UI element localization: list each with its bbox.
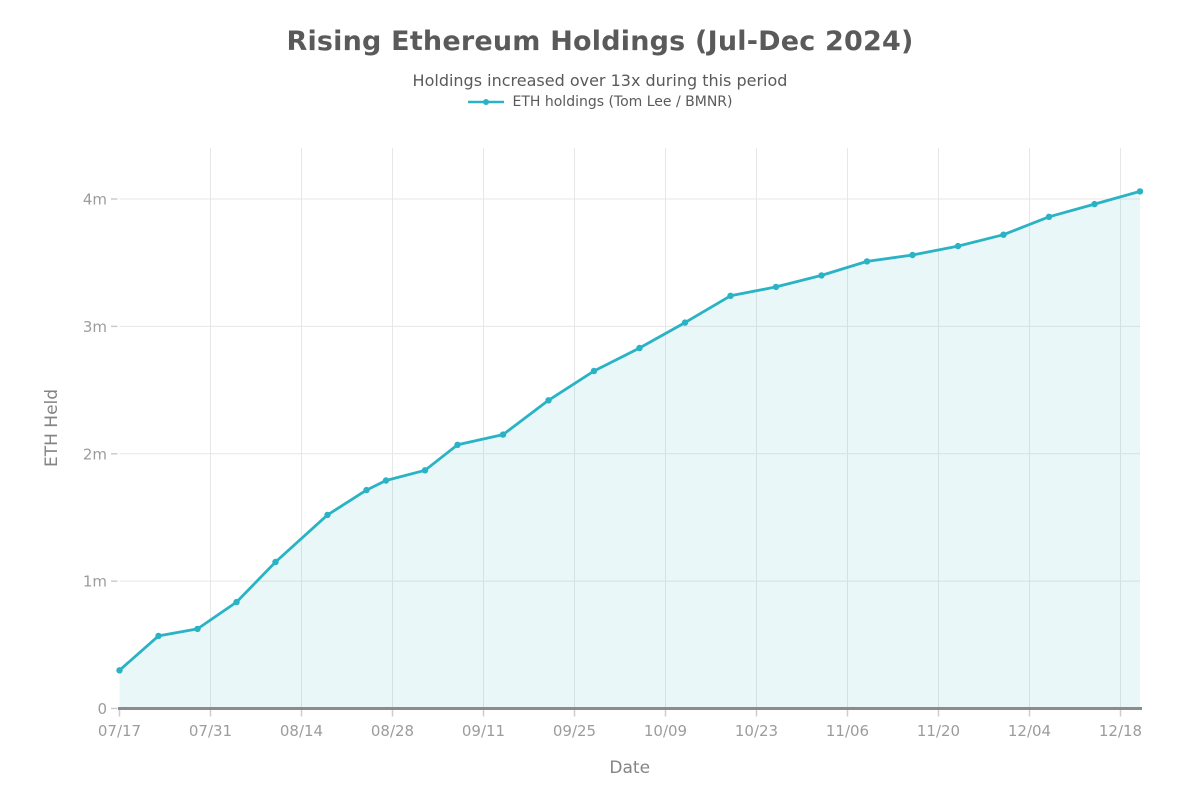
y-tick-label: 4m — [83, 191, 107, 209]
y-tick-label: 0 — [97, 700, 107, 718]
x-tick-label: 08/28 — [371, 722, 414, 740]
data-point-marker — [1000, 231, 1007, 238]
data-point-marker — [324, 511, 331, 519]
y-tick-label: 1m — [83, 573, 107, 591]
x-tick-label: 07/31 — [189, 722, 232, 740]
data-point-marker — [499, 431, 507, 438]
x-tick-label: 11/06 — [826, 722, 869, 740]
legend-line-marker — [468, 99, 505, 105]
data-point-marker — [382, 477, 390, 484]
data-point-marker — [194, 625, 201, 633]
x-tick-label: 09/11 — [462, 722, 505, 740]
data-point-marker — [1091, 200, 1098, 208]
data-point-marker — [421, 467, 429, 474]
data-point-marker — [545, 397, 552, 404]
data-point-marker — [818, 272, 825, 279]
data-point-marker — [1045, 213, 1053, 220]
x-tick-label: 07/17 — [98, 722, 141, 740]
data-point-marker — [233, 598, 240, 606]
data-point-marker — [454, 441, 461, 448]
data-point-marker — [1136, 188, 1144, 195]
y-tick-label: 3m — [83, 318, 107, 336]
y-axis-label: ETH Held — [42, 389, 62, 467]
data-point-marker — [155, 632, 162, 640]
y-tick-label: 2m — [83, 445, 107, 463]
data-point-marker — [681, 319, 689, 326]
data-point-marker — [363, 486, 370, 494]
chart-title: Rising Ethereum Holdings (Jul-Dec 2024) — [286, 26, 914, 57]
legend: ETH holdings (Tom Lee / BMNR) — [0, 94, 1200, 110]
series-area-fill — [119, 191, 1140, 709]
data-point-marker — [863, 258, 871, 265]
x-tick-label: 12/18 — [1099, 722, 1142, 740]
x-tick-label: 12/04 — [1008, 722, 1051, 740]
data-point-marker — [116, 667, 123, 674]
x-tick-label: 10/23 — [735, 722, 778, 740]
data-point-marker — [272, 558, 279, 566]
x-tick-label: 10/09 — [644, 722, 687, 740]
data-point-marker — [954, 242, 962, 250]
data-point-marker — [590, 367, 598, 375]
x-tick-label: 08/14 — [280, 722, 323, 740]
data-point-marker — [727, 292, 734, 299]
x-tick-label: 11/20 — [917, 722, 960, 740]
data-point-marker — [636, 344, 643, 352]
x-axis-label: Date — [609, 758, 650, 778]
data-point-marker — [909, 251, 916, 259]
x-tick-label: 09/25 — [553, 722, 596, 740]
chart-subtitle: Holdings increased over 13x during this … — [412, 71, 788, 90]
legend-label: ETH holdings (Tom Lee / BMNR) — [512, 94, 733, 110]
data-point-marker — [772, 283, 780, 291]
